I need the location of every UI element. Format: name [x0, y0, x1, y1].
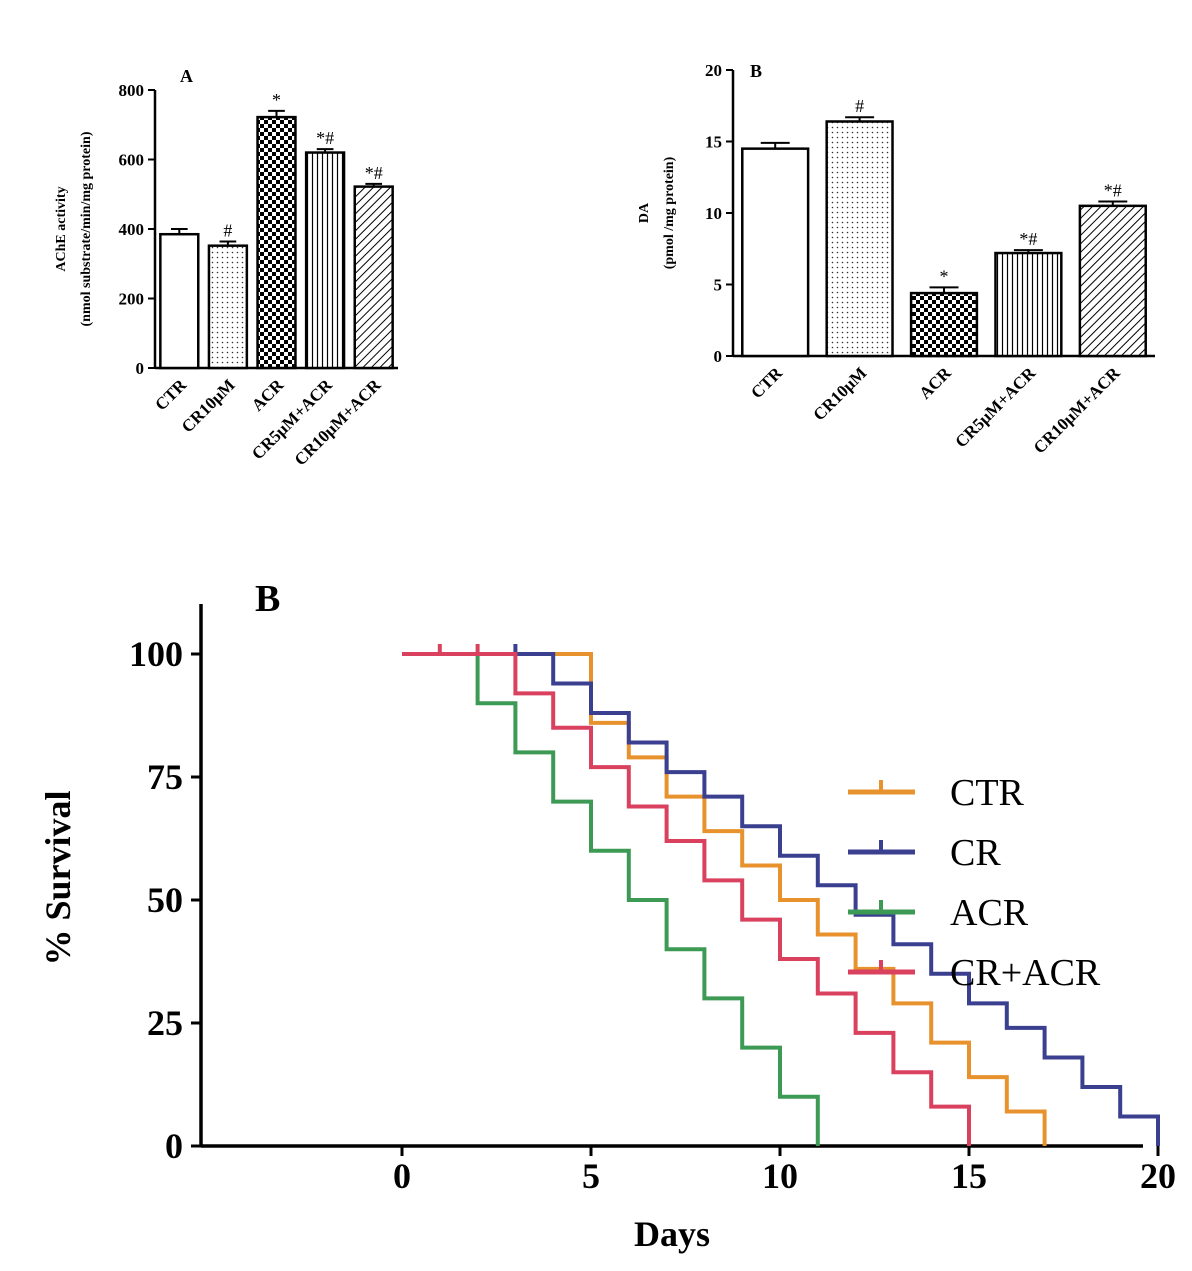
x-tick-label: 15 — [951, 1156, 987, 1196]
bar-chart-ache: 0 200 400 600 800 A AChE activity (nmol substra… — [54, 66, 398, 469]
category-label: CTR — [747, 363, 786, 402]
bar — [994, 251, 1063, 358]
y-tick-label: 75 — [147, 757, 183, 797]
x-tick-label: 5 — [582, 1156, 600, 1196]
category-label: CR10μM+ACR — [291, 375, 385, 469]
panel-label: B — [750, 61, 762, 81]
y-tick-label: 600 — [119, 151, 145, 170]
significance-label: *# — [1019, 229, 1037, 249]
y-axis-label: (nmol substrate/min/mg protein) — [79, 131, 94, 326]
y-tick-label: 800 — [119, 81, 145, 100]
bar — [353, 185, 394, 370]
category-label: CR10μM — [809, 363, 870, 424]
bar-chart-da: 0 5 10 15 20 B DA (pmol /mg protein) CTR # CR10μM *… — [637, 61, 1155, 457]
significance-label: # — [223, 221, 232, 241]
category-label: CTR — [151, 375, 190, 414]
series-line-acr — [402, 652, 820, 1146]
y-tick-label: 10 — [705, 204, 722, 223]
significance-label: # — [855, 96, 864, 116]
category-label: CR10μM+ACR — [1030, 363, 1124, 457]
bar — [304, 151, 346, 370]
y-tick-label: 5 — [714, 276, 723, 295]
legend-label: CR+ACR — [950, 952, 1101, 994]
series-line-ctr — [402, 652, 1047, 1146]
bar — [207, 244, 249, 370]
significance-label: *# — [365, 163, 383, 183]
significance-label: *# — [1104, 181, 1122, 201]
x-axis-label: Days — [634, 1214, 710, 1254]
category-label: CR10μM — [178, 375, 239, 436]
y-tick-label: 0 — [714, 347, 723, 366]
y-tick-label: 200 — [119, 290, 145, 309]
category-label: ACR — [248, 375, 288, 415]
y-axis-label: % Survival — [38, 790, 78, 965]
x-tick-label: 0 — [393, 1156, 411, 1196]
series-line-cr — [402, 652, 1160, 1146]
panel-label: B — [255, 578, 280, 620]
y-tick-label: 20 — [705, 61, 722, 80]
y-tick-label: 0 — [165, 1126, 183, 1166]
significance-label: * — [272, 90, 281, 110]
bar — [256, 115, 297, 370]
x-tick-label: 10 — [762, 1156, 798, 1196]
bar — [909, 291, 979, 358]
significance-label: * — [940, 266, 949, 286]
legend-label: CR — [950, 832, 1001, 874]
bar — [159, 232, 200, 370]
series-line-cr-acr — [402, 652, 971, 1146]
y-tick-label: 50 — [147, 880, 183, 920]
y-axis-label: (pmol /mg protein) — [662, 156, 677, 269]
legend-label: ACR — [950, 892, 1029, 934]
category-label: ACR — [915, 363, 955, 403]
y-tick-label: 25 — [147, 1003, 183, 1043]
panel-label: A — [180, 66, 193, 86]
bar — [825, 120, 894, 358]
y-tick-label: 100 — [129, 634, 183, 674]
y-axis-label: DA — [637, 202, 652, 223]
bar — [741, 147, 810, 358]
legend-label: CTR — [950, 772, 1025, 814]
y-axis-label: AChE activity — [54, 186, 69, 271]
survival-chart: 02550751000510152025Days% SurvivalBCTRCR… — [38, 578, 1176, 1254]
x-tick-label: 20 — [1140, 1156, 1176, 1196]
y-tick-label: 15 — [705, 133, 722, 152]
significance-label: *# — [316, 128, 334, 148]
y-tick-label: 400 — [119, 220, 145, 239]
bar — [1078, 204, 1147, 358]
y-tick-label: 0 — [136, 359, 145, 378]
category-label: CR5μM+ACR — [951, 363, 1039, 451]
